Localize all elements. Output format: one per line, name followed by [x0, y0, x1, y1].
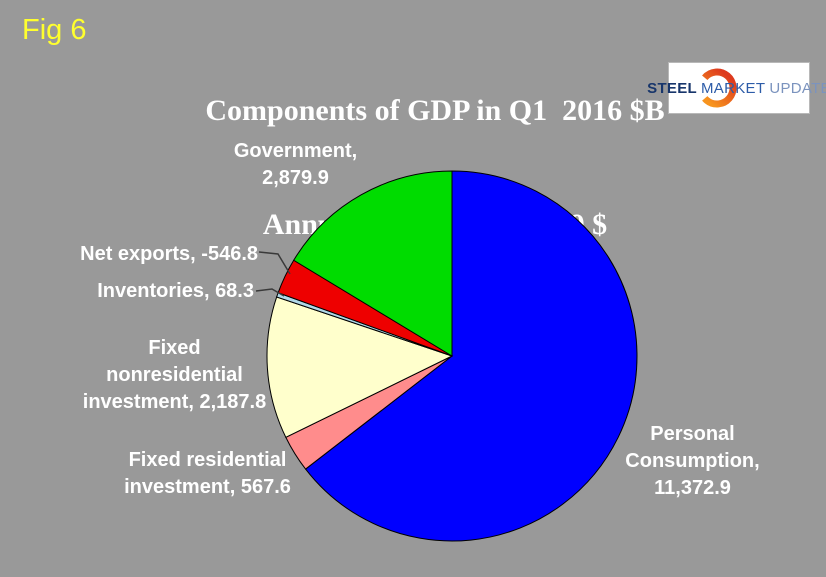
logo-text-update: UPDATE: [769, 79, 826, 97]
label-fixed-nonresidential-investment: Fixed nonresidential investment, 2,187.8: [82, 337, 267, 413]
pie-slice-fixed-nonresidential-investment: [266, 296, 454, 439]
label-government: Government, 2,879.9: [233, 140, 358, 189]
label-fixed-residential-investment: Fixed residential investment, 567.6: [124, 449, 291, 498]
pie-slices: [266, 170, 638, 542]
label-inventories: Inventories, 68.3: [97, 280, 254, 302]
leader-line-inventories: [255, 288, 285, 297]
pie-slice-government: [293, 170, 453, 357]
logo-text-steel: STEEL: [647, 79, 697, 97]
smu-logo: STEEL MARKET UPDATE: [647, 62, 826, 114]
logo-text-market: MARKET: [701, 79, 766, 97]
figure-number: Fig 6: [22, 14, 87, 46]
label-net-exports: Net exports, -546.8: [80, 243, 258, 265]
label-personal-consumption: Personal Consumption, 11,372.9: [625, 423, 760, 499]
logo-text: STEEL MARKET UPDATE: [647, 63, 826, 113]
logo-crescent-icon: [697, 68, 737, 108]
leader-line-net-exports: [258, 251, 291, 275]
chart-title: Components of GDP in Q1 2016 $B: [205, 94, 665, 127]
pie-slice-personal-consumption: [304, 170, 638, 542]
